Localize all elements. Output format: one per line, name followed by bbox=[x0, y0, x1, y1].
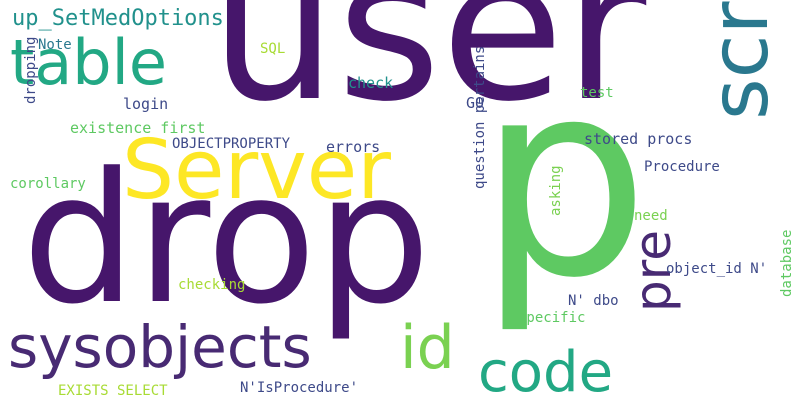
word-server: Server bbox=[122, 123, 391, 218]
word-need: need bbox=[634, 208, 668, 224]
word-checking: checking bbox=[178, 277, 246, 293]
word-object-id-n: object_id N' bbox=[666, 261, 768, 277]
word-up-setmedoptions: up_SetMedOptions bbox=[12, 6, 224, 31]
word-drop: drop bbox=[22, 135, 431, 344]
word-asking: asking bbox=[548, 165, 564, 216]
word-check: check bbox=[348, 74, 394, 92]
word-objectproperty: OBJECTPROPERTY bbox=[172, 136, 291, 152]
word-database: database bbox=[779, 229, 795, 297]
word-existence-first: existence first bbox=[70, 119, 206, 137]
word-question-pertains: question pertains bbox=[472, 45, 488, 189]
word-sql: SQL bbox=[260, 41, 286, 57]
word-code: code bbox=[478, 340, 614, 400]
word-stored-procs: stored procs bbox=[584, 130, 693, 148]
word-login: login bbox=[123, 95, 169, 113]
word-test: test bbox=[580, 85, 614, 101]
word-note: Note bbox=[38, 37, 72, 53]
word-exists-select: EXISTS SELECT bbox=[58, 383, 168, 399]
word-corollary: corollary bbox=[10, 176, 86, 192]
word-go: GO bbox=[466, 94, 485, 112]
word-p: p bbox=[478, 22, 650, 337]
word-sysobjects: sysobjects bbox=[8, 313, 312, 381]
word-user: user bbox=[210, 0, 647, 146]
word-table: table bbox=[10, 26, 168, 99]
word-n-isprocedure: N'IsProcedure' bbox=[240, 380, 359, 396]
word-script: script bbox=[693, 0, 786, 120]
word-procedure: Procedure bbox=[644, 159, 720, 175]
word-specific: specific bbox=[518, 310, 586, 326]
word-dropping: dropping bbox=[23, 36, 39, 104]
word-errors: errors bbox=[326, 138, 381, 156]
word-id: id bbox=[400, 313, 455, 383]
word-n-dbo: N' dbo bbox=[568, 293, 619, 309]
